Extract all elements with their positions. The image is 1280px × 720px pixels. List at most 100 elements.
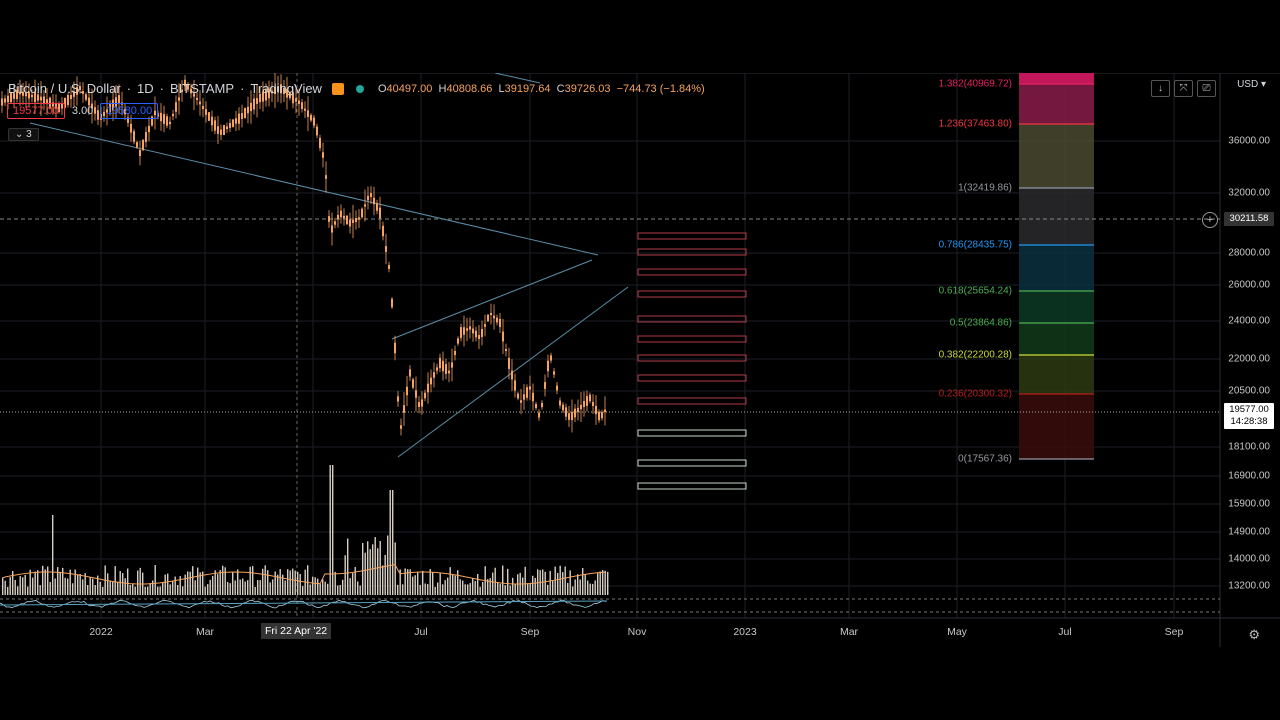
volume-bar (132, 584, 134, 595)
plus-icon[interactable]: + (1202, 212, 1218, 228)
date-tick: Sep (520, 626, 540, 638)
projection-box (637, 290, 747, 298)
volume-bar (324, 581, 326, 595)
candle-body (325, 175, 327, 179)
volume-bar (242, 578, 244, 595)
volume-bar (97, 575, 99, 595)
volume-bar (32, 577, 34, 595)
candle-body (250, 102, 252, 112)
volume-bar (392, 490, 394, 595)
volume-bar (232, 572, 234, 595)
date-tick: Sep (1164, 626, 1184, 638)
chart-frame[interactable]: Bitcoin / U.S. Dollar · 1D · BITSTAMP · Tra… (0, 73, 1280, 647)
candle-body (202, 106, 204, 109)
candle-body (574, 408, 576, 418)
oscillator-line (0, 599, 607, 609)
volume-bar (282, 574, 284, 595)
candle-body (271, 90, 273, 94)
bid-ask-panel: 19577.00 3.00 19580.00 (7, 103, 159, 119)
volume-bar (592, 583, 594, 595)
candle-body (583, 401, 585, 407)
candle-body (508, 358, 510, 369)
countdown-value: 14:28:38 (1230, 416, 1268, 427)
candle-body (520, 400, 522, 403)
candle-body (328, 216, 330, 222)
candle-body (379, 207, 381, 219)
fullscreen-icon[interactable]: ⤧ (1174, 80, 1193, 97)
volume-bar (492, 572, 494, 595)
volume-bar (299, 573, 301, 595)
candle-body (592, 401, 594, 407)
volume-bar (557, 572, 559, 595)
candle-body (448, 370, 450, 374)
buy-button[interactable]: 19580.00 (100, 103, 159, 119)
volume-bar (379, 541, 381, 595)
symbol-name[interactable]: Bitcoin / U.S. Dollar (8, 81, 121, 96)
candle-body (562, 404, 564, 411)
sell-button[interactable]: 19577.00 (7, 103, 65, 119)
candle-body (364, 204, 366, 207)
candle-body (442, 360, 444, 372)
download-icon[interactable]: ↓ (1151, 80, 1170, 97)
volume-bar (357, 581, 359, 595)
crosshair-date-label: Fri 22 Apr '22 (261, 623, 332, 639)
volume-bar (419, 584, 421, 595)
volume-bar (432, 572, 434, 595)
candle-body (406, 386, 408, 396)
volume-bar (39, 585, 41, 595)
candle-body (439, 357, 441, 369)
candle-body (331, 225, 333, 233)
candle-body (199, 101, 201, 105)
volume-bar (284, 580, 286, 595)
candle-body (397, 396, 399, 402)
candle-body (595, 405, 597, 415)
currency-selector[interactable]: USD ▾ (1237, 79, 1266, 90)
candle-body (526, 387, 528, 398)
candle-body (517, 393, 519, 399)
candle-body (241, 113, 243, 119)
screenshot-icon[interactable]: ⎚ (1197, 80, 1216, 97)
candle-body (433, 372, 435, 378)
volume-bar (99, 581, 101, 595)
candle-body (511, 370, 513, 380)
candle-body (133, 131, 135, 142)
candle-body (454, 350, 456, 356)
candle-body (169, 121, 171, 125)
candle-body (307, 110, 309, 117)
date-tick: Jul (1058, 626, 1072, 638)
candle-body (88, 97, 90, 106)
candle-body (355, 217, 357, 223)
price-tick: 32000.00 (1228, 187, 1270, 199)
volume-bar (64, 577, 66, 595)
candle-body (424, 392, 426, 399)
volume-bar (444, 580, 446, 595)
volume-bar (182, 586, 184, 595)
exchange: BITSTAMP (170, 81, 235, 96)
volume-bar (62, 567, 64, 595)
candle-body (103, 111, 105, 117)
candle-body (499, 318, 501, 328)
volume-bar (454, 575, 456, 595)
volume-bar (374, 537, 376, 595)
candle-body (292, 92, 294, 104)
volume-bar (72, 583, 74, 595)
volume-bar (409, 569, 411, 595)
candle-body (79, 85, 81, 91)
volume-bar (262, 568, 264, 595)
volume-bar (102, 586, 104, 595)
volume-bar (2, 578, 4, 595)
volume-bar (187, 571, 189, 595)
indicators-toggle[interactable]: ⌄ 3 (8, 128, 39, 141)
date-tick: Mar (195, 626, 215, 638)
projection-box (637, 268, 747, 276)
gear-icon[interactable]: ⚙ (1248, 627, 1260, 642)
volume-bar (414, 575, 416, 595)
volume-bar (207, 584, 209, 595)
candle-body (409, 369, 411, 377)
volume-bar (497, 582, 499, 595)
candle-body (394, 342, 396, 354)
volume-bar (29, 569, 31, 595)
interval[interactable]: 1D (137, 81, 154, 96)
volume-bar (424, 583, 426, 595)
price-chart[interactable] (0, 73, 1280, 647)
